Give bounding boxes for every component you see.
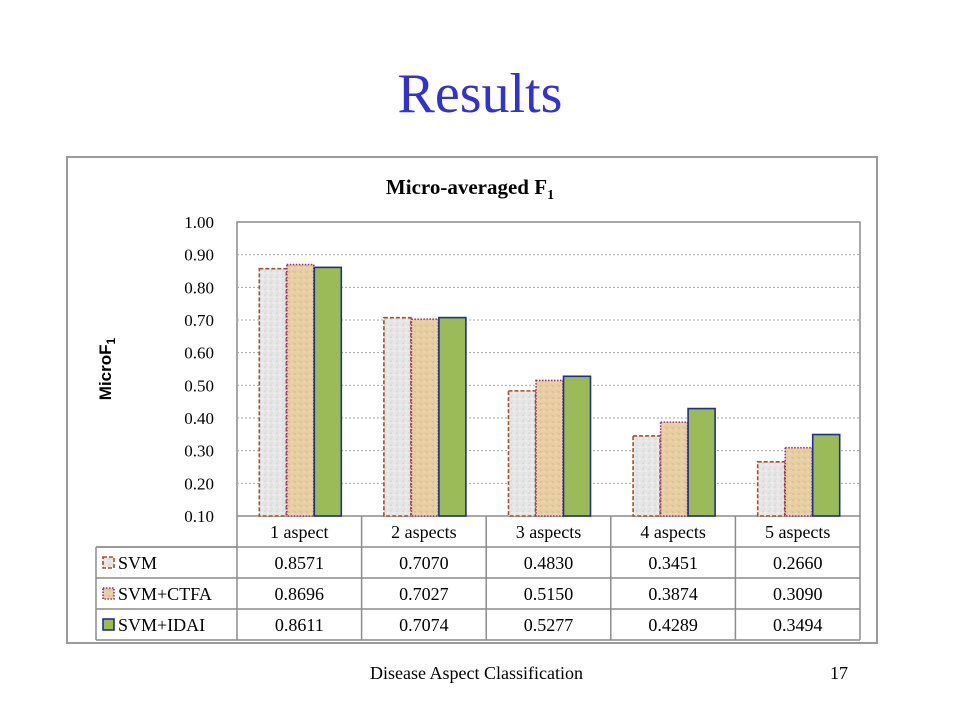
data-label: 0.4289 [648,615,698,635]
slide-title: Results [397,63,563,125]
bar-svm-ctfa [285,263,315,517]
bar-svm [632,435,661,517]
data-label: 0.3090 [773,584,823,604]
y-tick-label: 0.80 [184,278,214,297]
chart-title: Micro-averaged F1 [386,175,554,203]
legend-label: SVM [118,553,157,573]
bar-svm-idai [313,266,343,517]
footer-text: Disease Aspect Classification [370,663,583,683]
y-tick-label: 0.10 [184,507,214,526]
y-tick-label: 1.00 [184,213,214,232]
bar-svm-ctfa [659,421,689,517]
y-axis-label: MicroF1 [96,337,118,400]
x-tick-label: 3 aspects [516,522,581,542]
bar-svm-ctfa [535,379,564,517]
data-label: 0.3494 [773,615,823,635]
legend-label: SVM+IDAI [118,615,205,635]
bar-svm-idai [438,316,467,517]
data-label: 0.3874 [648,584,698,604]
bar-svm-ctfa [410,318,440,517]
data-label: 0.5150 [524,584,574,604]
x-tick-label: 4 aspects [640,522,705,542]
bar-svm-idai [687,407,716,517]
y-tick-label: 0.40 [184,409,214,428]
y-tick-label: 0.50 [184,376,214,395]
bar-svm-ctfa [784,446,814,517]
data-label: 0.7074 [399,615,449,635]
data-label: 0.8611 [275,615,324,635]
legend-swatch [102,556,115,569]
y-tick-label: 0.20 [184,474,214,493]
legend-swatch [102,587,115,600]
bar-svm [507,390,537,517]
y-tick-label: 0.60 [184,344,214,363]
data-label: 0.7070 [399,553,449,573]
bar-svm-idai [562,375,592,517]
y-tick-label: 0.70 [184,311,214,330]
x-tick-label: 1 aspect [270,522,328,542]
legend-label: SVM+CTFA [118,584,212,604]
y-tick-label: 0.30 [184,442,214,461]
data-label: 0.3451 [648,553,698,573]
data-label: 0.4830 [524,553,574,573]
data-label: 0.2660 [773,553,823,573]
data-label: 0.8696 [275,584,325,604]
x-tick-label: 2 aspects [391,522,456,542]
x-tick-label: 5 aspects [765,522,830,542]
data-label: 0.7027 [399,584,449,604]
bar-svm [756,460,786,517]
legend-swatch [102,618,115,631]
bar-svm [383,316,412,517]
page-number: 17 [830,663,848,683]
y-tick-label: 0.90 [184,246,214,265]
bar-svm-idai [811,433,841,517]
data-label: 0.8571 [275,553,325,573]
data-label: 0.5277 [524,615,574,635]
bar-svm [258,267,288,517]
